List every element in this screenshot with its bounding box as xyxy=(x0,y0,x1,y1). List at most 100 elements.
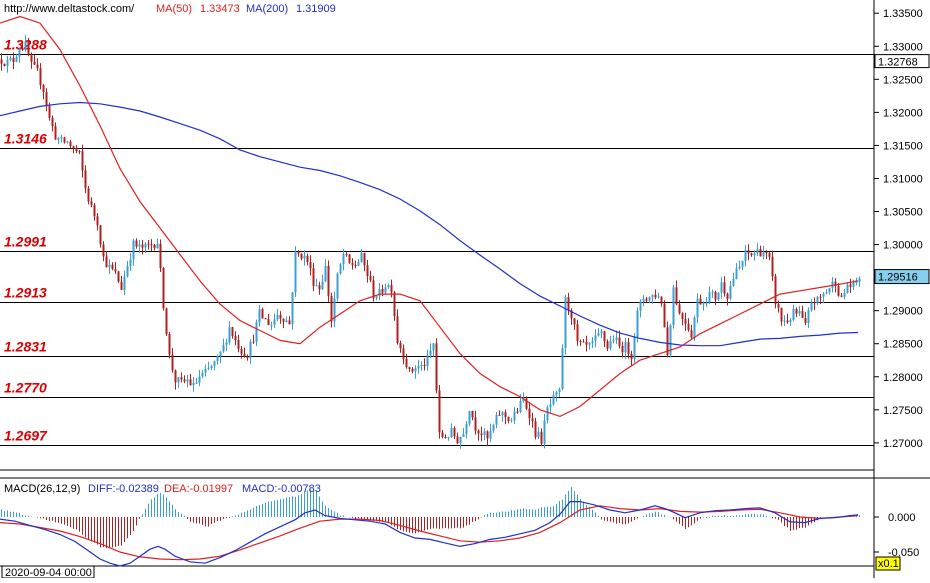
level-label-4: 1.2831 xyxy=(4,339,47,355)
candle-body-191 xyxy=(573,318,576,325)
candle-body-130 xyxy=(390,285,393,293)
candle-body-179 xyxy=(537,431,540,438)
candle-body-26 xyxy=(78,151,81,153)
candle-body-236 xyxy=(708,292,711,303)
candle-body-13 xyxy=(39,68,42,86)
candle-body-119 xyxy=(357,261,360,266)
candle-body-233 xyxy=(699,298,702,305)
candle-body-235 xyxy=(705,302,708,304)
candle-body-285 xyxy=(855,281,858,283)
candle-body-139 xyxy=(417,365,420,369)
candle-body-138 xyxy=(414,368,417,372)
candle-body-102 xyxy=(306,255,309,263)
scale-box xyxy=(875,556,901,571)
y-tick-label-4: 1.29000 xyxy=(883,306,923,318)
macd-axis: 0.000 -0.050 xyxy=(874,512,919,559)
candle-body-19 xyxy=(57,138,60,140)
candle-body-143 xyxy=(429,350,432,356)
candle-body-88 xyxy=(264,318,267,320)
candle-body-216 xyxy=(648,297,651,301)
candle-body-28 xyxy=(84,170,87,189)
candle-body-262 xyxy=(786,320,789,323)
candle-body-170 xyxy=(510,420,513,422)
candle-body-182 xyxy=(546,407,549,421)
candle-body-252 xyxy=(756,249,759,254)
candle-body-177 xyxy=(531,418,534,422)
crosshair-price-box xyxy=(874,54,930,69)
candle-body-10 xyxy=(30,54,33,62)
candle-body-159 xyxy=(477,430,480,434)
candle-body-205 xyxy=(615,337,618,341)
candle-body-189 xyxy=(567,297,570,311)
candle-body-176 xyxy=(528,408,531,419)
candle-body-190 xyxy=(570,310,573,319)
candle-body-27 xyxy=(81,151,84,171)
candle-body-207 xyxy=(621,345,624,353)
candle-body-220 xyxy=(660,296,663,304)
candle-body-100 xyxy=(300,253,303,259)
candle-body-5 xyxy=(15,56,18,62)
candle-body-147 xyxy=(441,432,444,437)
candle-body-103 xyxy=(309,262,312,269)
candle-body-173 xyxy=(519,401,522,412)
candle-body-92 xyxy=(276,314,279,320)
candle-body-74 xyxy=(222,344,225,352)
candle-body-122 xyxy=(366,265,369,276)
candle-body-269 xyxy=(807,310,810,323)
candle-body-46 xyxy=(138,244,141,247)
candle-body-245 xyxy=(735,268,738,280)
candle-body-116 xyxy=(348,254,351,263)
macd-dea-value: DEA:-0.01997 xyxy=(164,483,233,495)
candle-body-51 xyxy=(153,245,156,249)
candle-body-24 xyxy=(72,146,75,148)
candle-body-198 xyxy=(594,335,597,341)
candle-body-36 xyxy=(108,264,111,268)
candle-body-264 xyxy=(792,308,795,321)
candle-body-125 xyxy=(375,296,378,299)
candle-body-256 xyxy=(768,252,771,257)
candle-body-157 xyxy=(471,411,474,418)
candle-body-206 xyxy=(618,337,621,346)
candle-body-21 xyxy=(63,137,66,143)
candle-body-87 xyxy=(261,309,264,319)
level-label-3: 1.2913 xyxy=(4,285,47,301)
candle-body-270 xyxy=(810,302,813,311)
candle-body-2 xyxy=(6,59,9,67)
candle-body-248 xyxy=(744,250,747,261)
candle-body-163 xyxy=(489,430,492,439)
candle-body-195 xyxy=(585,341,588,345)
candle-body-81 xyxy=(243,353,246,357)
candle-body-17 xyxy=(51,117,54,127)
y-tick-label-9: 1.31500 xyxy=(883,140,923,152)
candle-body-15 xyxy=(45,91,48,107)
candle-body-95 xyxy=(285,320,288,322)
candle-body-9 xyxy=(27,41,30,55)
candle-body-8 xyxy=(24,41,27,50)
candle-body-141 xyxy=(423,364,426,367)
candle-body-54 xyxy=(162,268,165,309)
candle-body-14 xyxy=(42,85,45,92)
candle-body-185 xyxy=(555,392,558,396)
candle-body-22 xyxy=(66,141,69,143)
macd-title: MACD(26,12,9) xyxy=(4,483,80,495)
candle-body-171 xyxy=(513,411,516,421)
macd-diff-value: DIFF:-0.02389 xyxy=(88,483,159,495)
site-url[interactable]: http://www.deltastock.com/ xyxy=(4,3,135,15)
candle-body-204 xyxy=(612,340,615,342)
candle-body-38 xyxy=(114,269,117,272)
candle-body-225 xyxy=(675,287,678,305)
candle-body-172 xyxy=(516,411,519,413)
candle-body-149 xyxy=(447,437,450,439)
candle-body-278 xyxy=(834,281,837,287)
candle-body-35 xyxy=(105,256,108,268)
candle-body-250 xyxy=(750,253,753,256)
candle-body-280 xyxy=(840,295,843,297)
candle-body-60 xyxy=(180,377,183,380)
candle-body-164 xyxy=(492,424,495,431)
candle-body-213 xyxy=(639,301,642,311)
candle-body-79 xyxy=(237,339,240,349)
candle-body-199 xyxy=(597,333,600,336)
candle-body-158 xyxy=(474,417,477,431)
candle-body-267 xyxy=(801,310,804,319)
candle-body-99 xyxy=(297,251,300,254)
